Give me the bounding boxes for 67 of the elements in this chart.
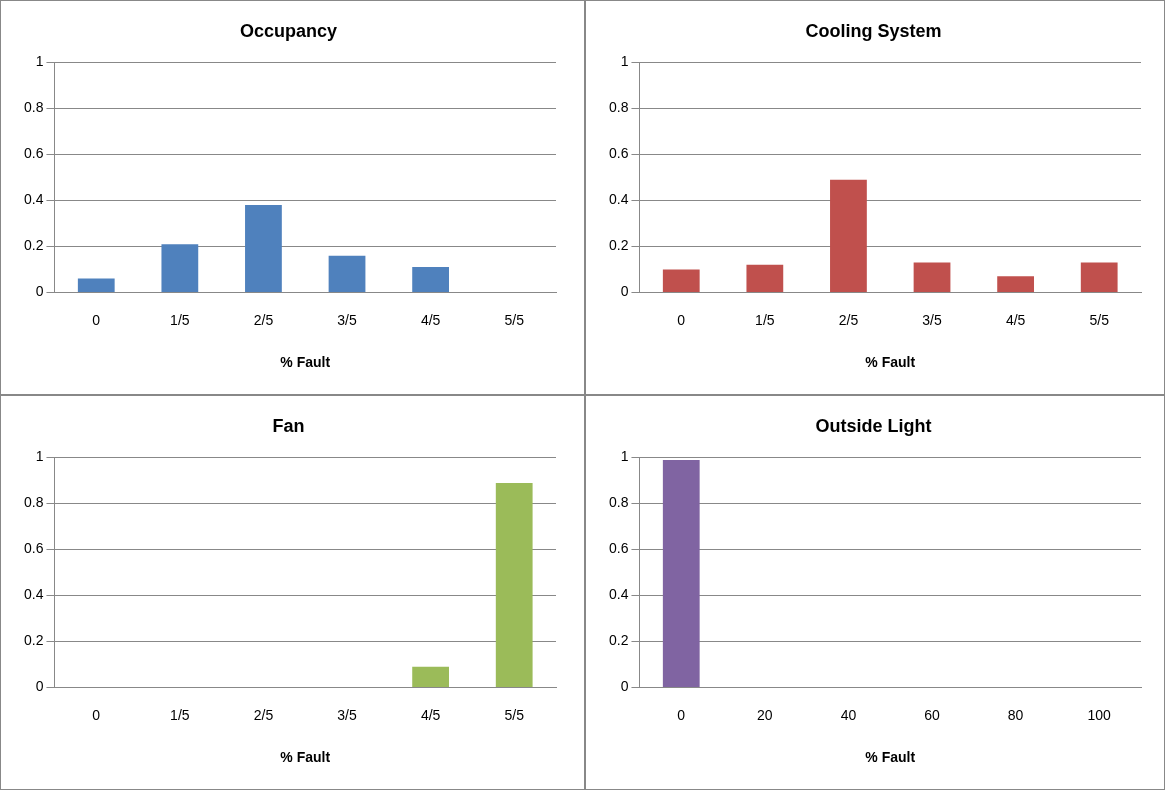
x-axis-title: % Fault <box>280 354 331 371</box>
bar <box>77 278 115 292</box>
bar <box>746 264 784 292</box>
y-tick-label: 0.8 <box>23 494 44 511</box>
x-tick-label: 4/5 <box>420 706 441 723</box>
chart-title: Fan <box>272 415 305 436</box>
x-tick-label: 60 <box>924 706 941 723</box>
x-tick-label: 40 <box>840 706 857 723</box>
bar <box>913 262 951 292</box>
y-tick-label: 0.8 <box>608 494 629 511</box>
y-tick-label: 0.4 <box>608 586 629 603</box>
x-tick-label: 100 <box>1087 706 1112 723</box>
x-tick-label: 5/5 <box>504 311 525 328</box>
x-tick-label: 0 <box>677 311 686 328</box>
y-tick-label: 0.8 <box>608 99 629 116</box>
y-tick-label: 0.2 <box>23 237 44 254</box>
bar <box>412 267 450 292</box>
chart-title: Cooling System <box>805 20 942 41</box>
x-tick-label: 5/5 <box>504 706 525 723</box>
x-axis-title: % Fault <box>865 749 916 766</box>
x-tick-label: 0 <box>677 706 686 723</box>
x-axis-title: % Fault <box>865 354 916 371</box>
x-tick-label: 1/5 <box>755 311 775 328</box>
y-tick-label: 0 <box>35 678 44 695</box>
bar <box>328 255 366 292</box>
y-tick-label: 0 <box>620 678 629 695</box>
x-tick-label: 80 <box>1007 706 1024 723</box>
y-tick-label: 1 <box>620 448 629 465</box>
x-tick-label: 3/5 <box>337 706 357 723</box>
bar <box>997 276 1035 292</box>
bar <box>245 205 282 292</box>
x-tick-label: 4/5 <box>1005 311 1026 328</box>
y-tick-label: 0.4 <box>23 191 44 208</box>
chart-title: Occupancy <box>239 20 338 41</box>
y-tick-label: 0.8 <box>23 99 44 116</box>
bar <box>161 244 199 292</box>
x-axis-title: % Fault <box>280 749 331 766</box>
x-tick-label: 2/5 <box>253 311 274 328</box>
y-tick-label: 0.4 <box>608 191 629 208</box>
x-tick-label: 4/5 <box>420 311 441 328</box>
bar <box>830 179 867 292</box>
y-tick-label: 1 <box>620 53 629 70</box>
y-tick-label: 0.4 <box>23 586 44 603</box>
y-tick-label: 0 <box>620 283 629 300</box>
x-tick-label: 2/5 <box>838 311 859 328</box>
x-tick-label: 20 <box>757 706 773 723</box>
x-tick-label: 2/5 <box>253 706 274 723</box>
y-tick-label: 0.2 <box>608 237 629 254</box>
bar <box>1080 262 1118 292</box>
x-tick-label: 1/5 <box>170 706 190 723</box>
y-tick-label: 0.6 <box>23 540 44 557</box>
y-tick-label: 1 <box>35 53 44 70</box>
y-tick-label: 0.6 <box>608 145 629 162</box>
y-tick-label: 0.2 <box>23 632 44 649</box>
x-tick-label: 3/5 <box>337 311 357 328</box>
x-tick-label: 1/5 <box>170 311 190 328</box>
bar <box>662 269 700 292</box>
y-tick-label: 0.6 <box>608 540 629 557</box>
x-tick-label: 0 <box>92 706 101 723</box>
y-tick-label: 0 <box>35 283 44 300</box>
y-tick-label: 1 <box>35 448 44 465</box>
chart-title: Outside Light <box>815 415 932 436</box>
y-tick-label: 0.2 <box>608 632 629 649</box>
y-tick-label: 0.6 <box>23 145 44 162</box>
x-tick-label: 5/5 <box>1089 311 1110 328</box>
x-tick-label: 0 <box>92 311 101 328</box>
x-tick-label: 3/5 <box>922 311 942 328</box>
